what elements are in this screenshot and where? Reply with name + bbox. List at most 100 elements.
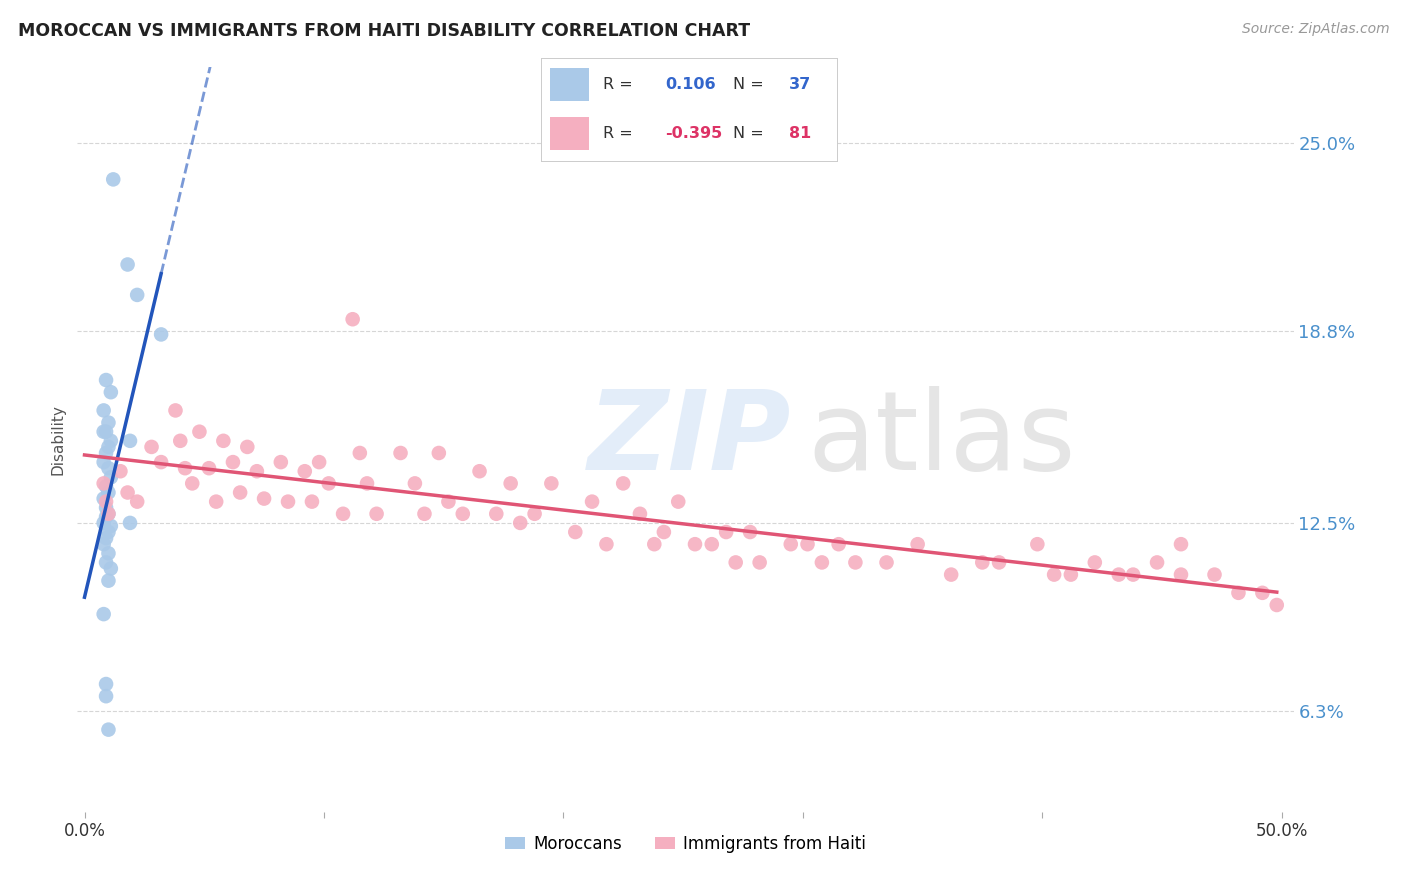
- Point: [97, 546, 120, 560]
- Point: [188, 425, 211, 439]
- Point: [97, 723, 120, 737]
- Point: [404, 476, 426, 491]
- Point: [93, 537, 115, 551]
- Point: [349, 446, 371, 460]
- Point: [779, 537, 801, 551]
- Point: [270, 455, 292, 469]
- Point: [427, 446, 450, 460]
- Point: [246, 464, 269, 478]
- Point: [1265, 598, 1288, 612]
- Point: [94, 677, 117, 691]
- Point: [643, 537, 665, 551]
- Point: [174, 461, 197, 475]
- Point: [100, 519, 122, 533]
- Point: [150, 327, 173, 342]
- Point: [97, 524, 120, 539]
- Point: [97, 461, 120, 475]
- Text: 81: 81: [789, 127, 811, 142]
- Point: [523, 507, 546, 521]
- Point: [141, 440, 163, 454]
- Point: [100, 434, 122, 448]
- Text: MOROCCAN VS IMMIGRANTS FROM HAITI DISABILITY CORRELATION CHART: MOROCCAN VS IMMIGRANTS FROM HAITI DISABI…: [18, 22, 751, 40]
- Y-axis label: Disability: Disability: [51, 404, 66, 475]
- Point: [748, 556, 770, 570]
- Point: [700, 537, 723, 551]
- Point: [1170, 567, 1192, 582]
- Point: [94, 500, 117, 515]
- Point: [301, 494, 323, 508]
- Point: [595, 537, 617, 551]
- Point: [468, 464, 491, 478]
- Point: [1026, 537, 1049, 551]
- Text: -0.395: -0.395: [665, 127, 723, 142]
- Point: [97, 440, 120, 454]
- Text: R =: R =: [603, 77, 638, 92]
- Text: 37: 37: [789, 77, 811, 92]
- Point: [150, 455, 173, 469]
- Point: [318, 476, 340, 491]
- Point: [714, 524, 737, 539]
- Point: [93, 455, 115, 469]
- Point: [1060, 567, 1083, 582]
- Point: [94, 373, 117, 387]
- Point: [93, 425, 115, 439]
- Point: [389, 446, 412, 460]
- Point: [1108, 567, 1130, 582]
- Point: [165, 403, 187, 417]
- Point: [356, 476, 378, 491]
- Point: [94, 425, 117, 439]
- Point: [366, 507, 388, 521]
- Point: [94, 689, 117, 703]
- Bar: [550, 69, 589, 101]
- Point: [97, 507, 120, 521]
- Point: [413, 507, 436, 521]
- Point: [652, 524, 675, 539]
- Point: [181, 476, 204, 491]
- Point: [253, 491, 276, 506]
- Point: [724, 556, 747, 570]
- Point: [93, 607, 115, 621]
- Point: [796, 537, 818, 551]
- Point: [666, 494, 689, 508]
- Point: [342, 312, 364, 326]
- Text: ZIP: ZIP: [588, 386, 792, 492]
- Point: [100, 385, 122, 400]
- Text: Source: ZipAtlas.com: Source: ZipAtlas.com: [1241, 22, 1389, 37]
- Bar: [550, 118, 589, 150]
- Point: [94, 556, 117, 570]
- Point: [100, 470, 122, 484]
- Point: [738, 524, 761, 539]
- Point: [844, 556, 866, 570]
- Point: [97, 416, 120, 430]
- Point: [437, 494, 460, 508]
- Point: [332, 507, 354, 521]
- Point: [97, 574, 120, 588]
- Point: [93, 403, 115, 417]
- Point: [97, 507, 120, 521]
- Point: [941, 567, 963, 582]
- Point: [451, 507, 474, 521]
- Point: [1251, 586, 1274, 600]
- Point: [229, 485, 252, 500]
- Point: [277, 494, 299, 508]
- Point: [876, 556, 898, 570]
- Point: [1227, 586, 1250, 600]
- Point: [94, 509, 117, 524]
- Point: [308, 455, 330, 469]
- Point: [581, 494, 603, 508]
- Text: 0.106: 0.106: [665, 77, 716, 92]
- Point: [169, 434, 191, 448]
- Point: [1204, 567, 1226, 582]
- Point: [205, 494, 228, 508]
- Point: [827, 537, 849, 551]
- Point: [540, 476, 562, 491]
- Point: [683, 537, 706, 551]
- Point: [110, 464, 132, 478]
- Point: [222, 455, 245, 469]
- Point: [117, 485, 139, 500]
- Text: N =: N =: [734, 77, 769, 92]
- Point: [628, 507, 651, 521]
- Point: [94, 479, 117, 493]
- Point: [94, 531, 117, 545]
- Point: [100, 561, 122, 575]
